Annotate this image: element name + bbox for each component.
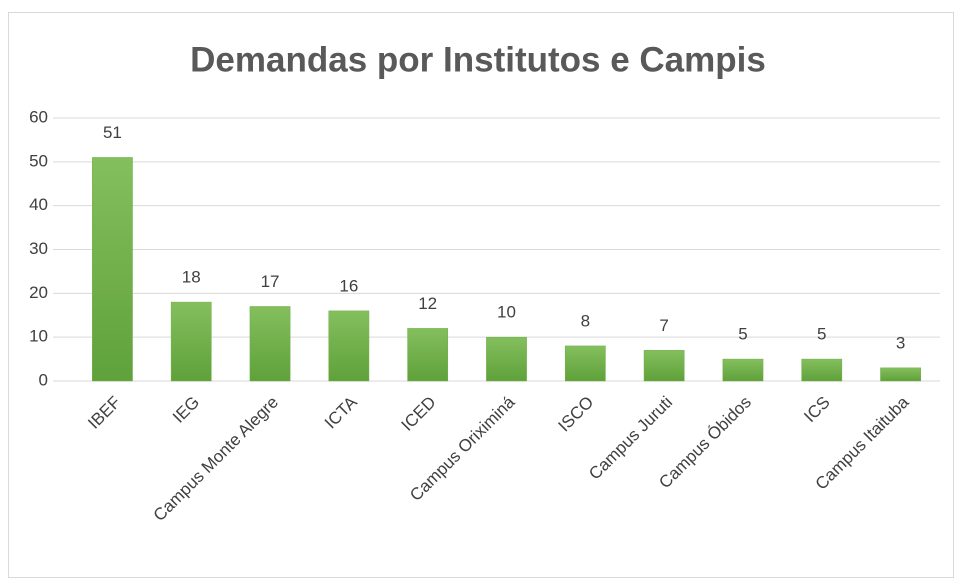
data-label: 8	[581, 311, 590, 330]
y-tick-label: 10	[29, 327, 48, 346]
data-label: 10	[497, 303, 516, 322]
bar	[801, 358, 843, 382]
bar	[880, 367, 921, 382]
data-label: 12	[418, 294, 437, 313]
data-label: 16	[339, 276, 358, 295]
data-label: 18	[182, 268, 201, 287]
data-label: 51	[103, 123, 122, 142]
y-tick-label: 50	[29, 151, 48, 170]
y-tick-label: 30	[29, 239, 48, 258]
bar	[407, 328, 449, 382]
bar	[486, 336, 527, 382]
y-tick-label: 40	[29, 195, 48, 214]
data-label: 17	[261, 272, 280, 291]
data-label: 3	[896, 333, 905, 352]
bar	[722, 358, 764, 382]
y-tick-label: 20	[29, 283, 48, 302]
chart-title: Demandas por Institutos e Campis	[190, 40, 766, 79]
bar	[170, 301, 212, 382]
bar	[643, 350, 685, 382]
y-tick-label: 0	[39, 370, 48, 389]
bar	[249, 306, 291, 382]
y-tick-label: 60	[29, 107, 48, 126]
bar	[328, 310, 370, 382]
bar	[92, 157, 133, 382]
data-label: 5	[817, 325, 826, 344]
data-label: 7	[659, 316, 668, 335]
data-label: 5	[738, 325, 747, 344]
bar	[564, 345, 606, 382]
chart-border	[8, 12, 954, 578]
